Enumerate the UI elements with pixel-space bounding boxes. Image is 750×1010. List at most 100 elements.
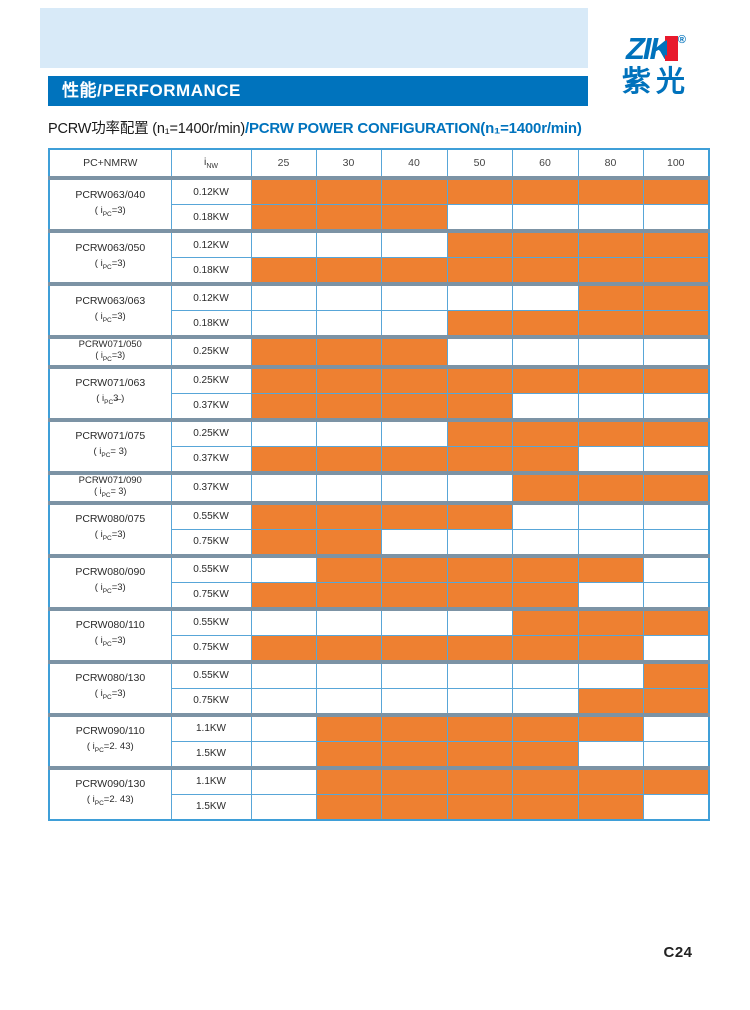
ratio-cell	[642, 470, 710, 504]
ratio-cell	[511, 581, 579, 610]
power-cell: 0.18KW	[170, 310, 252, 338]
ratio-cell	[511, 257, 579, 285]
ratio-cell	[380, 364, 448, 394]
logo-wordmark: ZIK ®	[626, 24, 686, 65]
page-number: C24	[663, 944, 693, 961]
col-header-ratio-value: 60	[511, 148, 579, 179]
ratio-cell	[511, 606, 579, 636]
ratio-cell	[250, 581, 317, 610]
ratio-cell	[642, 634, 710, 663]
power-cell: 1.5KW	[170, 740, 252, 769]
model-cell: PCRW090/130 ( iPC=2. 43)	[48, 765, 172, 821]
ratio-cell	[446, 392, 513, 421]
ratio-cell	[642, 445, 710, 474]
model-cell: PCRW080/075 ( iPC=3)	[48, 500, 172, 557]
ratio-cell	[577, 659, 644, 689]
ratio-cell	[577, 606, 644, 636]
table-row: PCRW090/130 ( iPC=2. 43) 1.1KW	[48, 765, 710, 821]
ratio-cell	[380, 712, 448, 742]
col-header-ratio-value: 40	[380, 148, 448, 179]
table-row: 0.75KW	[49, 687, 710, 716]
model-name: PCRW090/130	[75, 778, 146, 791]
ratio-cell	[380, 765, 448, 795]
ratio-cell	[380, 257, 448, 285]
col-header-ratio-value: 25	[250, 148, 317, 179]
table-row: PCRW071/063 ( iPC3̶ ) 0.25KW	[48, 364, 710, 421]
ratio-cell	[380, 470, 448, 504]
power-cell: 0.55KW	[170, 553, 252, 583]
model-ratio: ( iPC3̶ )	[96, 393, 125, 407]
ratio-cell	[250, 392, 317, 421]
table-row: PCRW063/040 ( iPC=3) 0.12KW	[48, 176, 710, 232]
power-cell: 1.1KW	[170, 765, 252, 795]
model-cell: PCRW080/130 ( iPC=3)	[48, 659, 172, 716]
ratio-cell	[642, 659, 710, 689]
table-row: 1.5KW	[49, 740, 710, 769]
ratio-cell	[446, 528, 513, 557]
ratio-cell	[511, 335, 579, 368]
ratio-cell	[315, 229, 382, 258]
ratio-cell	[642, 606, 710, 636]
ratio-cell	[446, 282, 513, 311]
power-cell: 0.75KW	[170, 634, 252, 663]
ratio-cell	[380, 417, 448, 447]
ratio-cell	[380, 581, 448, 610]
table-row: 0.18KW	[49, 310, 710, 338]
ratio-cell	[577, 229, 644, 258]
ratio-cell	[642, 257, 710, 285]
ratio-cell	[577, 581, 644, 610]
ratio-cell	[446, 176, 513, 205]
ratio-cell	[315, 581, 382, 610]
model-name: PCRW071/063	[75, 377, 146, 390]
ratio-cell	[446, 335, 513, 368]
power-cell: 0.75KW	[170, 528, 252, 557]
table-row: 1.5KW	[49, 793, 710, 821]
model-name: PCRW071/090	[78, 474, 142, 486]
ratio-cell	[511, 793, 579, 821]
power-cell: 0.75KW	[170, 581, 252, 610]
ratio-cell	[642, 176, 710, 205]
ratio-cell	[380, 553, 448, 583]
ratio-cell	[511, 634, 579, 663]
ratio-cell	[380, 606, 448, 636]
ratio-cell	[446, 310, 513, 338]
ratio-cell	[250, 606, 317, 636]
ratio-cell	[315, 606, 382, 636]
power-table: PC+NMRW iNW 25 30 40 50 60 80 100 PCRW063/040 ( iP…	[48, 148, 710, 821]
ratio-cell	[250, 417, 317, 447]
power-cell: 0.12KW	[170, 282, 252, 311]
model-ratio: ( iPC= 3)	[93, 446, 128, 460]
table-row: PCRW080/110 ( iPC=3) 0.55KW	[48, 606, 710, 663]
power-cell: 0.12KW	[170, 229, 252, 258]
section-banner: 性能/PERFORMANCE	[48, 76, 588, 106]
ratio-cell	[577, 687, 644, 716]
ratio-cell	[380, 335, 448, 368]
model-cell: PCRW080/110 ( iPC=3)	[48, 606, 172, 663]
top-decorative-panel	[40, 8, 588, 68]
ratio-cell	[315, 634, 382, 663]
model-cell: PCRW063/063 ( iPC=3)	[48, 282, 172, 338]
power-cell: 0.25KW	[170, 335, 252, 368]
page-title-cn: PCRW功率配置 (n₁=1400r/min)	[48, 121, 246, 137]
power-cell: 0.55KW	[170, 606, 252, 636]
ratio-cell	[642, 581, 710, 610]
ratio-cell	[577, 634, 644, 663]
ratio-cell	[380, 392, 448, 421]
table-row: PCRW080/090 ( iPC=3) 0.55KW	[48, 553, 710, 610]
ratio-cell	[511, 229, 579, 258]
model-cell: PCRW071/075 ( iPC= 3)	[48, 417, 172, 474]
ratio-cell	[642, 793, 710, 821]
model-cell: PCRW063/050 ( iPC=3)	[48, 229, 172, 285]
ratio-cell	[250, 364, 317, 394]
ratio-cell	[315, 740, 382, 769]
ratio-cell	[380, 659, 448, 689]
ratio-cell	[577, 528, 644, 557]
ratio-cell	[315, 500, 382, 530]
ratio-cell	[315, 793, 382, 821]
table-row: 0.75KW	[49, 581, 710, 610]
ratio-cell	[446, 581, 513, 610]
ratio-cell	[380, 229, 448, 258]
ratio-cell	[511, 282, 579, 311]
ratio-cell	[250, 500, 317, 530]
power-cell: 0.12KW	[170, 176, 252, 205]
